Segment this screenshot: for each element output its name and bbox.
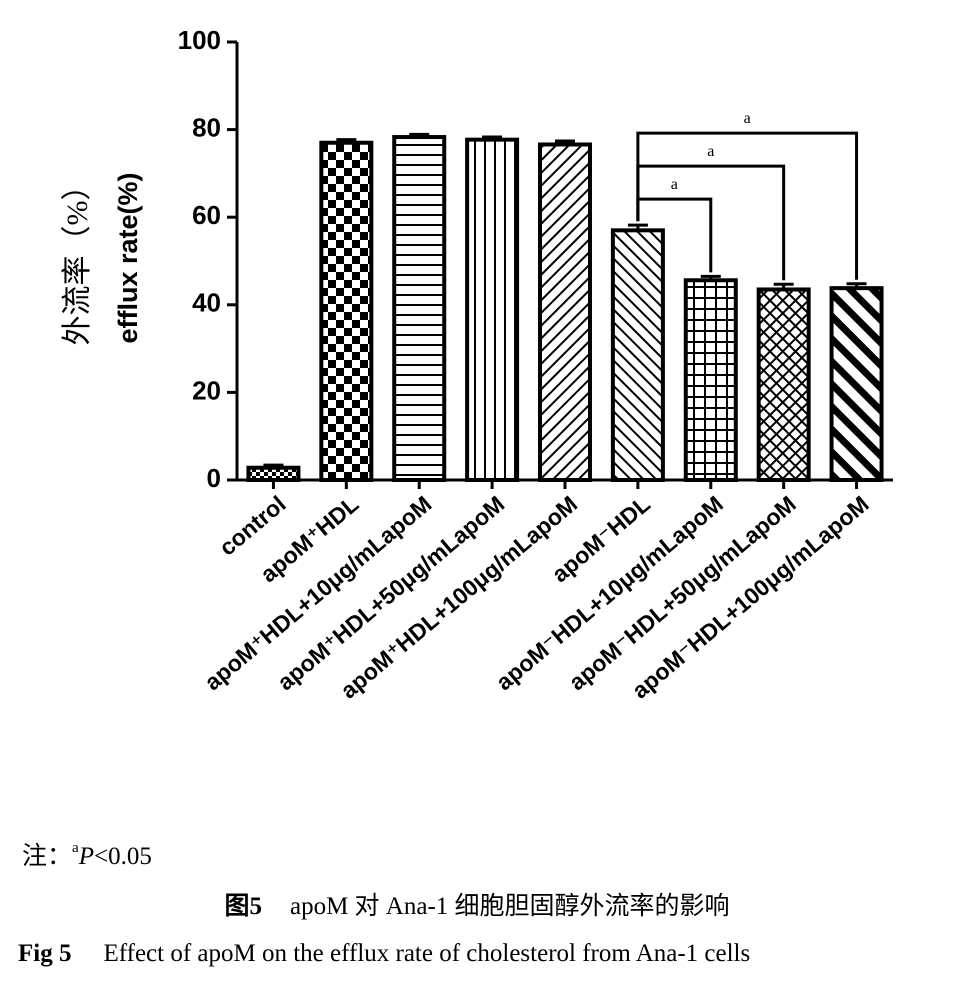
bar [246,465,301,482]
y-tick-label: 100 [178,25,221,55]
caption-en-label: Fig 5 [18,940,71,967]
error-bar [773,282,794,290]
significance-label: a [707,143,714,160]
footnote-prefix: 注： [22,842,72,870]
bar [683,278,738,482]
y-tick-label: 60 [192,200,221,230]
footnote-p: P [78,843,94,870]
y-axis-label-cn: 外流率（%） [61,171,94,346]
significance-bracket [636,131,859,280]
error-bar [846,282,867,289]
bar [465,137,520,482]
error-bar [482,135,503,140]
bar [392,135,447,483]
footnote: 注：aP<0.05 [22,840,152,869]
error-bar [336,138,357,143]
significance-label: a [671,176,678,193]
error-bar [555,139,575,145]
bar [610,228,665,482]
error-bar [263,463,284,468]
caption-cn: 图5 apoM 对 Ana-1 细胞胆固醇外流率的影响 [224,892,729,920]
error-bar [409,132,430,138]
bar [829,286,884,482]
caption-cn-label: 图5 [224,893,262,920]
y-tick-label: 0 [207,463,221,493]
caption-en: Fig 5 Effect of apoM on the efflux rate o… [18,940,750,967]
bar [756,287,811,482]
y-tick-label: 20 [192,375,221,405]
caption-cn-text: apoM 对 Ana-1 细胞胆固醇外流率的影响 [290,892,730,920]
y-axis-label: efflux rate(%) [113,172,143,343]
footnote-sup: a [72,840,79,856]
bar [319,140,374,483]
significance-label: a [744,110,751,127]
footnote-text: <0.05 [94,843,152,870]
y-tick-label: 40 [192,288,221,318]
bar [538,142,592,482]
y-tick-label: 80 [192,112,221,142]
error-bar [627,223,648,231]
error-bar [700,274,721,281]
caption-en-text: Effect of apoM on the efflux rate of cho… [103,940,750,967]
